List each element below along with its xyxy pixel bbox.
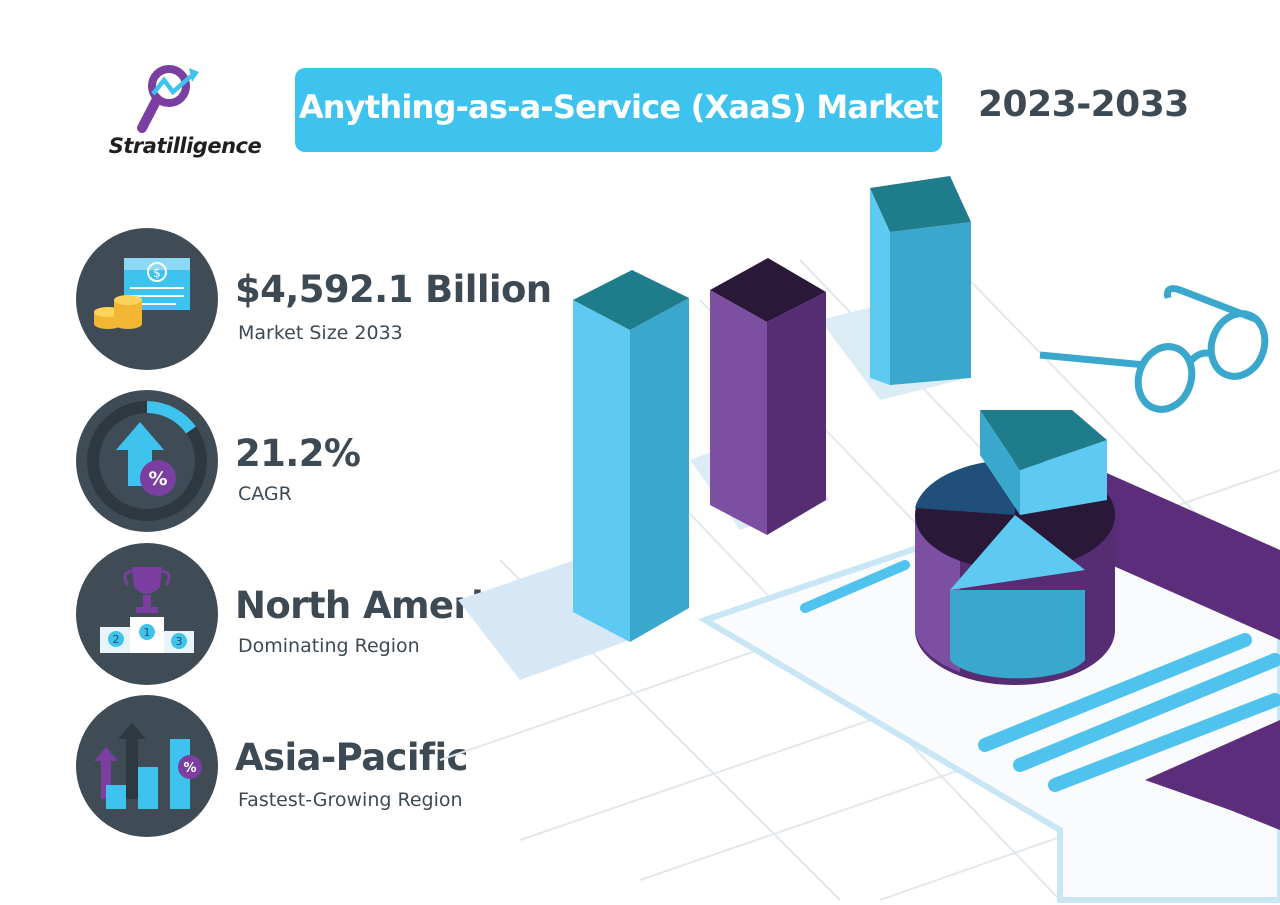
purple-ribbon (1100, 470, 1280, 640)
title-banner: Anything-as-a-Service (XaaS) Market (295, 68, 942, 152)
stat-market-size-value: $4,592.1 Billion (235, 268, 552, 311)
bar-3d-purple (710, 258, 826, 535)
market-illustration (439, 176, 1280, 903)
svg-text:2: 2 (113, 633, 120, 646)
stat-dominating-region-badge: 1 2 3 (76, 543, 218, 685)
svg-text:1: 1 (144, 626, 151, 639)
brand-name: Stratilligence (108, 134, 262, 158)
bar-3d-blue-short (870, 176, 971, 385)
svg-text:%: % (183, 761, 196, 776)
money-stack-icon: $ (94, 258, 190, 329)
magnifier-trend-icon (137, 65, 199, 133)
svg-text:$: $ (153, 266, 161, 280)
stat-dominating-region-label: Dominating Region (238, 635, 420, 657)
bar-3d-blue-tall (573, 270, 689, 642)
stat-fastest-region-badge: % (76, 695, 218, 837)
glasses-icon (1039, 285, 1269, 413)
stat-cagr-badge: % (76, 390, 218, 532)
growth-percent-icon: % (87, 401, 207, 521)
purple-ribbon (1145, 720, 1280, 830)
page-title: Anything-as-a-Service (XaaS) Market (298, 88, 939, 126)
stat-cagr-value: 21.2% (235, 432, 361, 475)
pie-3d (915, 410, 1115, 685)
stat-cagr-label: CAGR (238, 483, 292, 505)
svg-text:%: % (148, 468, 167, 490)
stat-fastest-region-label: Fastest-Growing Region (238, 789, 463, 811)
stat-fastest-region-value: Asia-Pacific (235, 736, 468, 779)
brand-logo: Stratilligence (95, 62, 275, 172)
forecast-period: 2023-2033 (978, 84, 1189, 125)
stat-market-size-label: Market Size 2033 (238, 322, 403, 344)
stat-market-size-badge: $ (76, 228, 218, 370)
svg-text:3: 3 (176, 635, 183, 648)
podium-trophy-icon: 1 2 3 (100, 567, 194, 653)
rising-bars-icon: % (94, 723, 202, 809)
